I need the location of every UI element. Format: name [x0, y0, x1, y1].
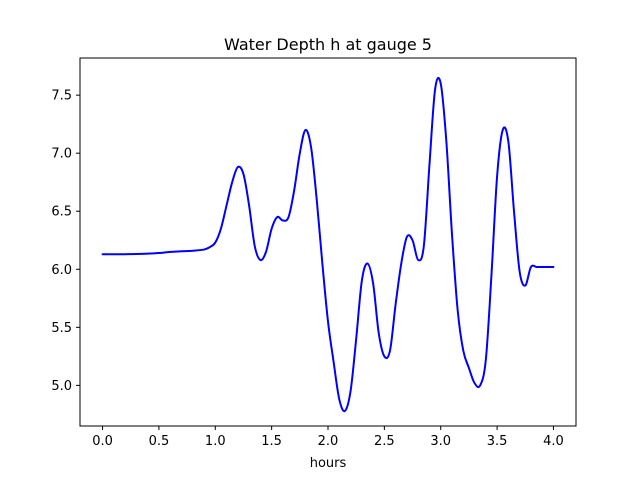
x-tick-label: 1.0 [205, 434, 226, 449]
y-tick-label: 5.5 [51, 321, 72, 336]
series-line-1 [101, 76, 555, 413]
x-tick-label: 4.0 [543, 434, 564, 449]
x-tick-label: 0.5 [149, 434, 170, 449]
plot-frame [79, 57, 577, 427]
x-tick-label: 1.5 [261, 434, 282, 449]
x-tick-label: 0.0 [92, 434, 113, 449]
x-tick-label: 3.5 [487, 434, 508, 449]
y-axis: 5.0 5.5 6.0 6.5 7.0 7.5 [51, 89, 80, 394]
series-layer [101, 76, 555, 413]
y-tick-label: 7.0 [51, 147, 72, 162]
y-tick-label: 5.0 [51, 379, 72, 394]
chart-title: Water Depth h at gauge 5 [224, 35, 432, 54]
x-tick-label: 3.0 [430, 434, 451, 449]
x-axis-label: hours [310, 456, 347, 471]
y-tick-label: 6.5 [51, 205, 72, 220]
x-tick-label: 2.0 [318, 434, 339, 449]
x-axis: 0.0 0.5 1.0 1.5 2.0 2.5 3.0 3.5 4.0 [92, 426, 564, 449]
y-tick-label: 6.0 [51, 263, 72, 278]
y-tick-label: 7.5 [51, 89, 72, 104]
x-tick-label: 2.5 [374, 434, 395, 449]
